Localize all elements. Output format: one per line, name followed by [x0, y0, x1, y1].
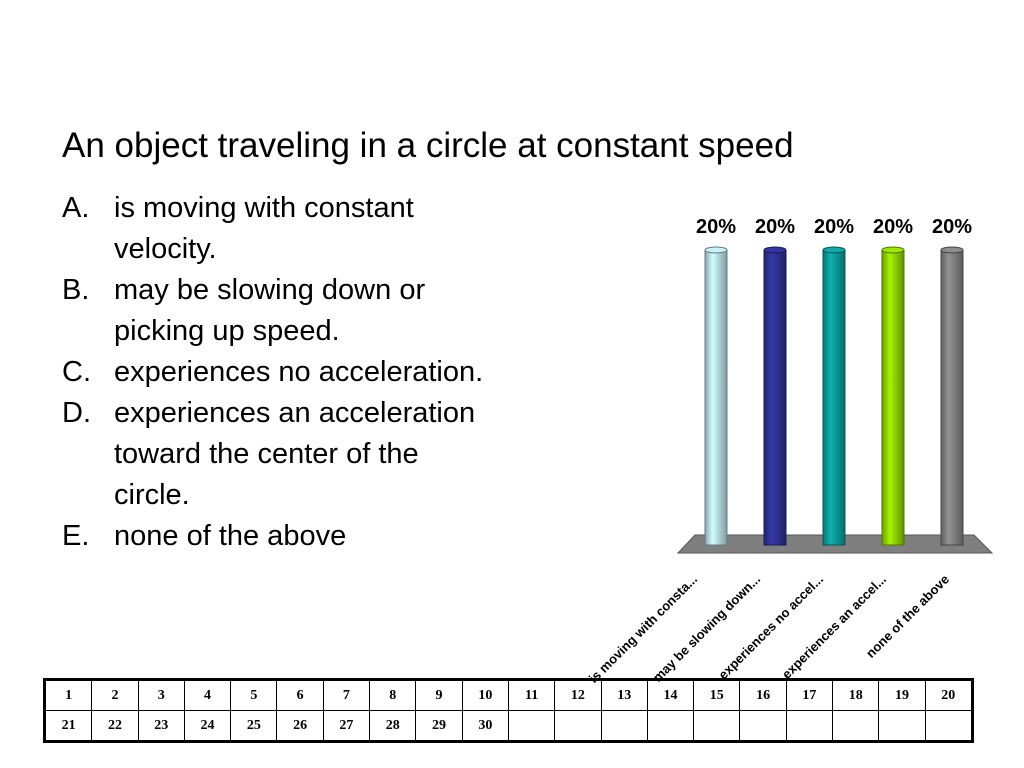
- option-text: experiences an acceleration toward the c…: [114, 397, 476, 511]
- option-b: B. may be slowing down or picking up spe…: [62, 270, 502, 352]
- option-letter: C.: [62, 356, 91, 388]
- bar: [940, 249, 964, 546]
- grid-cell: 26: [276, 710, 324, 741]
- grid-cell: 16: [739, 680, 787, 711]
- grid-cell: [646, 710, 695, 741]
- grid-cell: 30: [461, 710, 509, 741]
- option-text: may be slowing down or picking up speed.: [114, 274, 426, 347]
- grid-cell: 29: [415, 710, 463, 741]
- bar-value-label: 20%: [696, 216, 736, 238]
- grid-cell: 11: [507, 680, 556, 711]
- grid-cell: 6: [276, 680, 324, 711]
- grid-cell: [924, 710, 972, 741]
- grid-cell: 28: [369, 710, 417, 741]
- option-letter: B.: [62, 274, 90, 306]
- bar: [822, 249, 846, 546]
- bar-top: [763, 246, 787, 254]
- grid-cell: 19: [878, 680, 926, 711]
- option-letter: A.: [62, 192, 90, 224]
- option-text: experiences no acceleration.: [114, 356, 484, 388]
- grid-cell: 10: [461, 680, 509, 711]
- bar-top: [822, 246, 846, 254]
- category-label: may be slowing down...: [650, 572, 763, 685]
- grid-cell: 20: [924, 680, 972, 711]
- grid-cell: 18: [832, 680, 880, 711]
- grid-cell: 12: [554, 680, 602, 711]
- grid-cell: 3: [137, 680, 185, 711]
- grid-cell: 2: [91, 680, 139, 711]
- grid-cell: [507, 710, 556, 741]
- grid-cell: 24: [183, 710, 232, 741]
- bar: [763, 249, 787, 546]
- grid-row: 1 2 3 4 5 6 7 8 9 10 11 12 13 14 15 16 17 18 19 20: [44, 680, 972, 711]
- grid-cell: [693, 710, 741, 741]
- answer-options: A. is moving with constant velocity. B. …: [62, 188, 502, 557]
- bar-top: [704, 246, 728, 254]
- grid-row: 21 22 23 24 25 26 27 28 29 30: [44, 710, 972, 741]
- grid-cell: 9: [415, 680, 463, 711]
- option-letter: E.: [62, 520, 90, 552]
- grid-cell: 27: [322, 710, 371, 741]
- bar-value-label: 20%: [932, 216, 972, 238]
- option-letter: D.: [62, 397, 91, 429]
- bar-top: [881, 246, 905, 254]
- grid-cell: 14: [646, 680, 695, 711]
- grid-cell: 25: [230, 710, 278, 741]
- grid-cell: 17: [785, 680, 834, 711]
- option-c: C. experiences no acceleration.: [62, 352, 502, 393]
- bar: [881, 249, 905, 546]
- bar-top: [940, 246, 964, 254]
- grid-cell: [554, 710, 602, 741]
- bar: [704, 249, 728, 546]
- number-grid: 1 2 3 4 5 6 7 8 9 10 11 12 13 14 15 16 17 18 19 20 21 22 23 24 2…: [43, 678, 974, 743]
- category-label: is moving with consta...: [586, 572, 700, 686]
- question-title: An object traveling in a circle at const…: [62, 126, 794, 165]
- grid-cell: [785, 710, 834, 741]
- grid-cell: 13: [600, 680, 648, 711]
- grid-cell: 1: [44, 680, 93, 711]
- category-label: experiences an accel...: [779, 572, 889, 682]
- grid-cell: [878, 710, 926, 741]
- grid-cell: [832, 710, 880, 741]
- option-e: E. none of the above: [62, 516, 502, 557]
- grid-cell: 8: [369, 680, 417, 711]
- option-d: D. experiences an acceleration toward th…: [62, 393, 502, 516]
- category-label: experiences no accel...: [715, 572, 826, 683]
- option-a: A. is moving with constant velocity.: [62, 188, 502, 270]
- grid-cell: 22: [91, 710, 139, 741]
- grid-cell: 15: [693, 680, 741, 711]
- grid-cell: 23: [137, 710, 185, 741]
- grid-cell: 5: [230, 680, 278, 711]
- grid-cell: [739, 710, 787, 741]
- option-text: is moving with constant velocity.: [114, 192, 414, 265]
- grid-cell: 4: [183, 680, 232, 711]
- bar-value-label: 20%: [814, 216, 854, 238]
- grid-cell: 7: [322, 680, 371, 711]
- bar-value-label: 20%: [873, 216, 913, 238]
- grid-cell: 21: [44, 710, 93, 741]
- option-text: none of the above: [114, 520, 347, 552]
- bar-value-label: 20%: [755, 216, 795, 238]
- grid-cell: [600, 710, 648, 741]
